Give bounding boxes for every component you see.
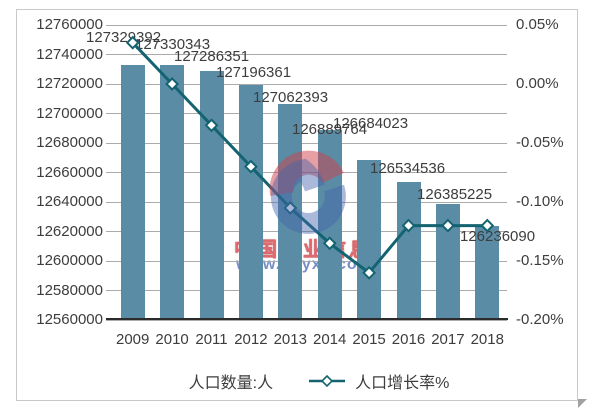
right-axis-tick: 0.05% [516,16,559,33]
population-bar [357,160,382,320]
bar-value-label: 126684023 [333,115,409,132]
year-label: 2018 [470,331,504,348]
left-axis-tick: 12560000 [36,311,103,328]
growth-rate-line [125,35,495,280]
bar-swatch-icon [151,376,181,387]
line-marker-diamond [283,200,298,215]
population-bar [160,64,185,320]
left-axis-tick: 12700000 [36,104,103,122]
population-bar [120,64,145,320]
bar-value-label: 126385225 [417,186,493,203]
corner-artifact [578,399,587,408]
chart-border [16,9,578,401]
x-axis-line [106,318,508,320]
population-bar [199,71,224,320]
year-label: 2017 [431,331,465,348]
legend-item-growth-rate: 人口增长率% [307,369,449,393]
bar-value-label: 126534536 [370,160,446,177]
year-label: 2014 [313,331,347,348]
right-axis-tick: 0.00% [516,75,559,92]
legend-item-population: 人口数量:人 [151,369,273,393]
gridline [106,142,507,144]
left-axis-tick: 12720000 [36,75,103,92]
right-axis-tick: -0.15% [516,252,564,269]
line-marker-diamond [401,218,416,233]
line-marker-diamond [440,218,455,233]
bar-value-label: 127196361 [216,64,292,81]
line-marker-diamond [362,265,377,280]
line-swatch-icon [309,374,346,388]
left-axis-tick: 12680000 [36,134,103,151]
bar-value-label: 127330343 [135,36,211,53]
gridline [106,231,507,232]
year-label: 2010 [155,331,189,348]
gridline [106,319,507,321]
line-marker-diamond [165,77,180,91]
left-axis-tick: 12600000 [36,252,103,269]
gridline [106,290,507,291]
gridline [106,24,507,26]
line-marker-diamond [480,218,495,233]
line-marker-diamond [322,236,337,251]
year-label: 2012 [234,331,268,348]
left-axis-tick: 12660000 [36,163,103,181]
gridline [106,83,507,85]
population-bar [396,182,421,320]
bar-value-label: 127286351 [174,48,250,65]
left-axis-tick: 12740000 [36,45,103,63]
legend-population-label: 人口数量:人 [188,375,274,392]
bar-value-label: 126889764 [292,121,368,138]
right-axis-tick: -0.10% [516,193,564,210]
line-marker-diamond [243,159,258,174]
legend-growth-rate-label: 人口增长率% [355,375,450,392]
bar-value-label: 127062393 [253,89,329,106]
left-axis-tick: 12580000 [36,281,103,299]
right-axis-tick: -0.05% [516,134,564,151]
right-axis-tick: -0.20% [516,311,564,328]
legend: 人口数量:人 人口增长率% [0,369,600,393]
left-axis-tick: 12640000 [36,193,103,210]
line-marker-diamond [125,35,140,50]
year-label: 2013 [273,331,307,348]
left-axis-tick: 12620000 [36,222,103,240]
gridline [106,113,507,114]
gridline [106,260,507,262]
growth-rate-polyline [131,41,488,275]
population-bar [475,226,500,320]
bar-value-label: 126236090 [460,228,536,245]
bar-value-label: 127329392 [86,29,162,46]
year-label: 2009 [116,331,150,348]
year-label: 2016 [391,331,426,348]
gridline [106,54,507,55]
year-label: 2011 [195,331,228,348]
population-bar [238,84,263,320]
line-marker-diamond [204,118,219,133]
gridline [106,201,507,203]
year-label: 2015 [352,331,386,348]
left-axis-tick: 12760000 [36,16,103,33]
